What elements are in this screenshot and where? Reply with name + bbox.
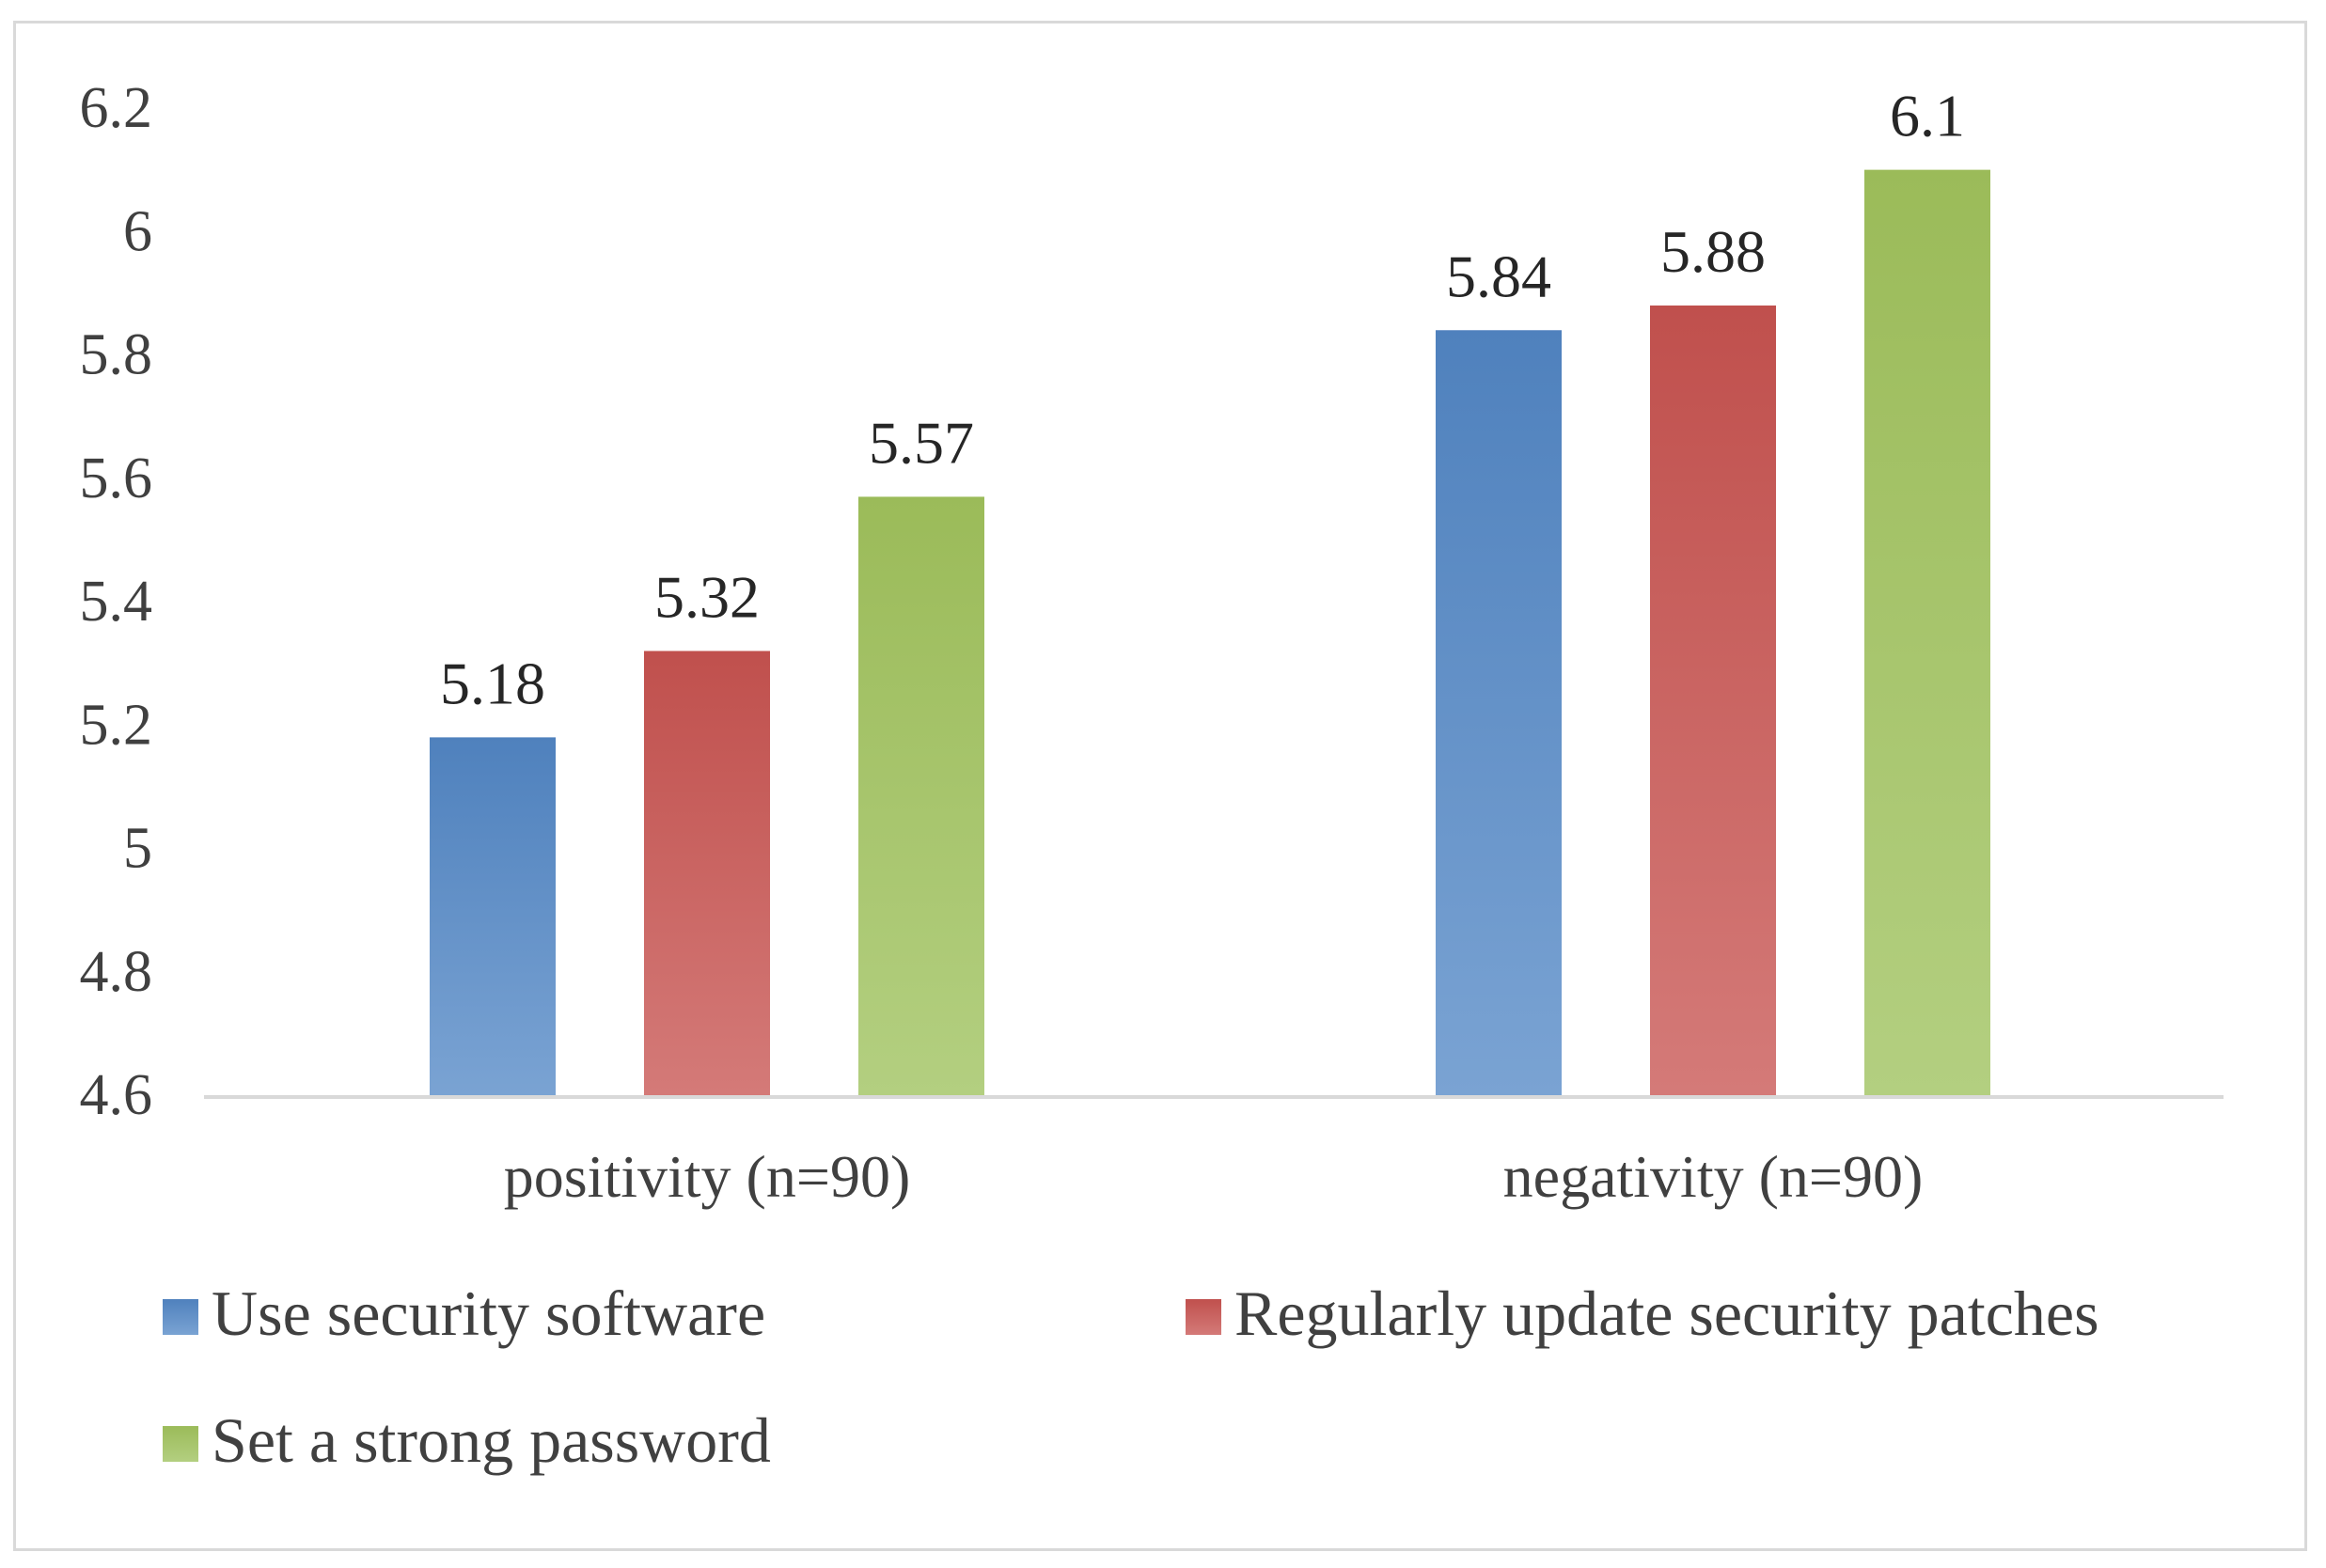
bar <box>644 651 770 1095</box>
data-labels: 5.18 5.32 5.57 5.84 5.88 6.1 <box>440 83 1965 717</box>
y-tick-label: 6 <box>123 199 152 263</box>
legend: Use security software Regularly update se… <box>163 1278 2099 1476</box>
data-label: 5.18 <box>440 650 545 716</box>
legend-swatch <box>163 1299 198 1335</box>
legend-label: Use security software <box>212 1278 765 1349</box>
data-label: 5.57 <box>869 409 974 476</box>
y-tick-label: 6.2 <box>80 76 153 140</box>
y-tick-label: 4.8 <box>80 940 153 1004</box>
data-label: 5.84 <box>1446 243 1551 309</box>
bars <box>430 169 1990 1095</box>
y-tick-label: 5 <box>123 817 152 881</box>
data-label: 5.88 <box>1660 218 1766 285</box>
bar-chart: 4.6 4.8 5 5.2 5.4 5.6 5.8 6 6.2 5.18 5.32 5.57 5.84… <box>80 76 2224 1476</box>
x-axis-category-labels: positivity (n=90) negativity (n=90) <box>504 1143 1924 1210</box>
data-label: 6.1 <box>1890 83 1965 149</box>
y-tick-label: 5.8 <box>80 323 153 387</box>
legend-swatch <box>1186 1299 1221 1335</box>
bar <box>1864 169 1990 1095</box>
bar <box>430 737 556 1095</box>
bar <box>858 496 984 1095</box>
y-tick-label: 5.4 <box>80 570 153 634</box>
bar <box>1650 306 1776 1095</box>
y-tick-label: 5.2 <box>80 693 153 757</box>
x-category-label: positivity (n=90) <box>504 1143 911 1210</box>
data-label: 5.32 <box>654 564 760 631</box>
y-tick-label: 4.6 <box>80 1063 153 1127</box>
bar <box>1436 330 1562 1095</box>
chart-frame: 4.6 4.8 5 5.2 5.4 5.6 5.8 6 6.2 5.18 5.32 5.57 5.84… <box>13 21 2307 1551</box>
legend-label: Regularly update security patches <box>1234 1278 2099 1349</box>
y-axis-tick-labels: 4.6 4.8 5 5.2 5.4 5.6 5.8 6 6.2 <box>80 76 153 1127</box>
x-category-label: negativity (n=90) <box>1503 1143 1924 1210</box>
legend-label: Set a strong password <box>212 1404 771 1476</box>
legend-swatch <box>163 1426 198 1462</box>
y-tick-label: 5.6 <box>80 447 153 510</box>
